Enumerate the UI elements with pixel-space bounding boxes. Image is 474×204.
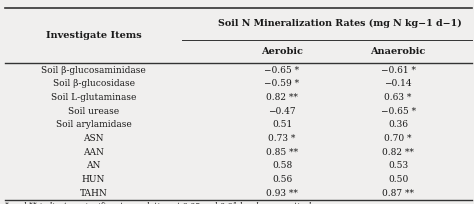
Text: AN: AN xyxy=(86,161,101,170)
Text: HUN: HUN xyxy=(82,175,105,184)
Text: Soil β-glucosidase: Soil β-glucosidase xyxy=(53,79,135,88)
Text: 0.73 *: 0.73 * xyxy=(268,134,296,143)
Text: −0.14: −0.14 xyxy=(384,79,412,88)
Text: Soil urease: Soil urease xyxy=(68,106,119,116)
Text: Soil L-glutaminase: Soil L-glutaminase xyxy=(51,93,137,102)
Text: 0.58: 0.58 xyxy=(272,161,292,170)
Text: 0.56: 0.56 xyxy=(272,175,292,184)
Text: 0.82 **: 0.82 ** xyxy=(266,93,298,102)
Text: Soil N Mineralization Rates (mg N kg−1 d−1): Soil N Mineralization Rates (mg N kg−1 d… xyxy=(218,19,462,28)
Text: 0.53: 0.53 xyxy=(388,161,408,170)
Text: 0.50: 0.50 xyxy=(388,175,408,184)
Text: 0.87 **: 0.87 ** xyxy=(382,188,414,198)
Text: AAN: AAN xyxy=(83,147,104,157)
Text: −0.61 *: −0.61 * xyxy=(381,65,416,75)
Text: 0.93 **: 0.93 ** xyxy=(266,188,298,198)
Text: 0.51: 0.51 xyxy=(272,120,292,129)
Text: −0.47: −0.47 xyxy=(268,106,296,116)
Text: 0.70 *: 0.70 * xyxy=(384,134,412,143)
Text: Anaerobic: Anaerobic xyxy=(371,47,426,56)
Text: −0.65 *: −0.65 * xyxy=(264,65,300,75)
Text: 0.85 **: 0.85 ** xyxy=(266,147,298,157)
Text: −0.59 *: −0.59 * xyxy=(264,79,300,88)
Text: Investigate Items: Investigate Items xyxy=(46,31,142,40)
Text: −0.65 *: −0.65 * xyxy=(381,106,416,116)
Text: 0.82 **: 0.82 ** xyxy=(382,147,414,157)
Text: Soil arylamidase: Soil arylamidase xyxy=(56,120,131,129)
Text: * and ** indicate a significant correlation at 0.05 and 0.01 levels, respectivel: * and ** indicate a significant correlat… xyxy=(5,202,317,204)
Text: ASN: ASN xyxy=(83,134,104,143)
Text: 0.36: 0.36 xyxy=(388,120,408,129)
Text: Aerobic: Aerobic xyxy=(261,47,303,56)
Text: 0.63 *: 0.63 * xyxy=(384,93,412,102)
Text: TAHN: TAHN xyxy=(80,188,108,198)
Text: Soil β-glucosaminidase: Soil β-glucosaminidase xyxy=(41,65,146,75)
